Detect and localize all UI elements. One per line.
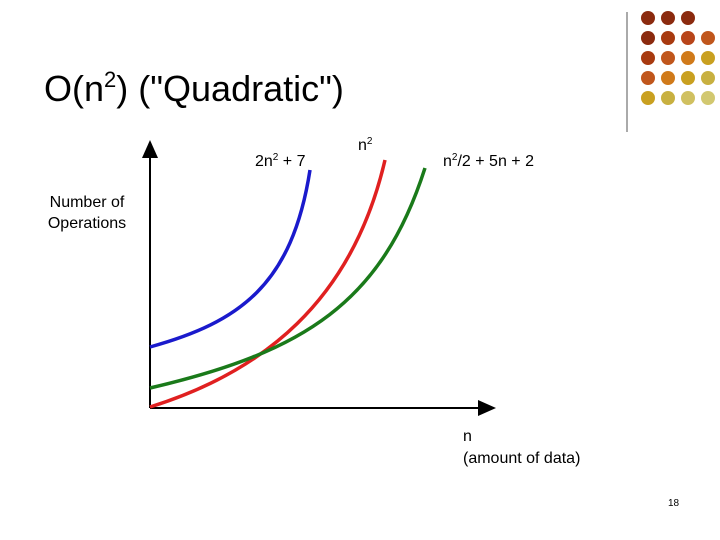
label-text: + 7 [278, 153, 305, 170]
curve-label: n2 [358, 136, 373, 154]
decor-dot [681, 71, 695, 85]
decor-dot [661, 71, 675, 85]
title: O(n2) ("Quadratic") [44, 67, 344, 109]
x-axis-label: (amount of data) [463, 450, 580, 467]
decor-dot [661, 91, 675, 105]
decor-dot [641, 11, 655, 25]
decor-dots [641, 11, 715, 105]
x-axis-label: n [463, 428, 472, 445]
decor-dot [701, 31, 715, 45]
decor-dot [641, 71, 655, 85]
y-axis-label: Number of [50, 194, 125, 211]
decor-dot [661, 31, 675, 45]
label-sup: 2 [367, 136, 373, 147]
label-text: n [443, 153, 452, 170]
page-number: 18 [668, 498, 680, 509]
curve-label: n2/2 + 5n + 2 [443, 152, 534, 170]
curve-red [149, 159, 387, 409]
decor-dot [641, 51, 655, 65]
decor-dot [681, 91, 695, 105]
curve-green [149, 167, 427, 390]
curve-blue [149, 169, 312, 349]
decor-dot [701, 91, 715, 105]
label-text: 2n [255, 153, 273, 170]
decor-dot [701, 51, 715, 65]
title-text: ) ("Quadratic") [116, 68, 344, 109]
decor-dot [641, 31, 655, 45]
decor-dot [661, 51, 675, 65]
label-sup: 2 [273, 152, 279, 163]
decor-dot [681, 11, 695, 25]
curve-label: 2n2 + 7 [255, 152, 306, 170]
y-axis-label: Operations [48, 215, 126, 232]
label-text: /2 + 5n + 2 [457, 153, 534, 170]
decor-dot [681, 31, 695, 45]
label-sup: 2 [452, 152, 458, 163]
decor-dot [641, 91, 655, 105]
title-text: O(n [44, 68, 104, 109]
decor-dot [661, 11, 675, 25]
title-sup: 2 [104, 67, 116, 92]
decor-dot [701, 71, 715, 85]
decor-dot [681, 51, 695, 65]
label-text: n [358, 137, 367, 154]
